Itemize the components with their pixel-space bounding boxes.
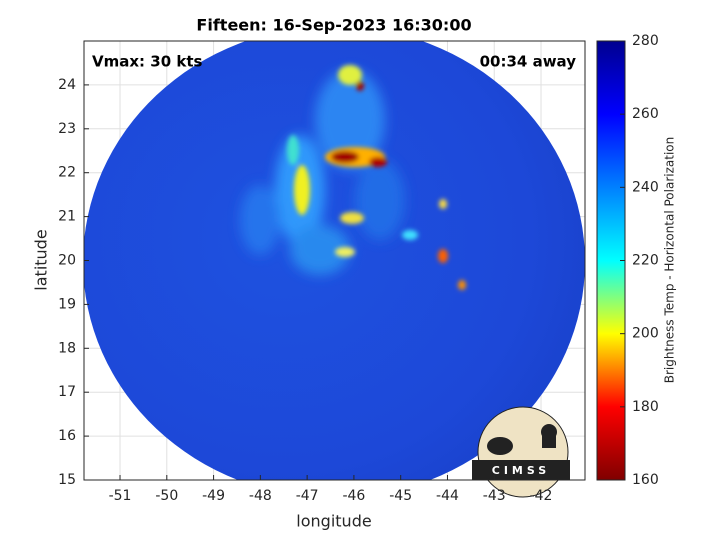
y-tick-label: 17 [58, 384, 76, 400]
colorbar-tick-label: 220 [632, 253, 659, 269]
y-tick-label: 21 [58, 209, 76, 225]
logo-text: CIMSS [492, 464, 550, 477]
y-tick-label: 24 [58, 77, 76, 93]
y-tick-label: 23 [58, 121, 76, 137]
x-tick-label: -43 [483, 488, 506, 504]
colorbar-tick-label: 280 [632, 33, 659, 49]
x-tick-label: -50 [155, 488, 178, 504]
x-tick-label: -44 [436, 488, 459, 504]
brightness-field [84, 41, 585, 480]
chart-title: Fifteen: 16-Sep-2023 16:30:00 [196, 16, 471, 35]
x-tick-label: -45 [389, 488, 412, 504]
y-tick-label: 18 [58, 340, 76, 356]
colorbar-tick-label: 240 [632, 179, 659, 195]
annotation: Vmax: 30 kts [92, 53, 202, 71]
cimss-logo: CIMSS [472, 406, 570, 498]
x-tick-label: -49 [202, 488, 225, 504]
colorbar-tick-label: 260 [632, 106, 659, 122]
x-tick-label: -47 [296, 488, 319, 504]
colorbar-tick-label: 200 [632, 326, 659, 342]
x-tick-label: -51 [109, 488, 132, 504]
y-tick-label: 19 [58, 296, 76, 312]
y-tick-label: 20 [58, 253, 76, 269]
colorbar-tick-label: 180 [632, 399, 659, 415]
y-axis-label: latitude [32, 229, 51, 290]
y-tick-label: 15 [58, 472, 76, 488]
x-tick-label: -48 [249, 488, 272, 504]
x-tick-label: -46 [342, 488, 365, 504]
x-axis-label: longitude [296, 512, 371, 531]
x-tick-label: -42 [530, 488, 553, 504]
y-tick-label: 16 [58, 428, 76, 444]
y-tick-label: 22 [58, 165, 76, 181]
colorbar-tick-label: 160 [632, 472, 659, 488]
colorbar-label: Brightness Temp - Horizontal Polarizatio… [663, 137, 677, 384]
annotation: 00:34 away [480, 53, 577, 71]
